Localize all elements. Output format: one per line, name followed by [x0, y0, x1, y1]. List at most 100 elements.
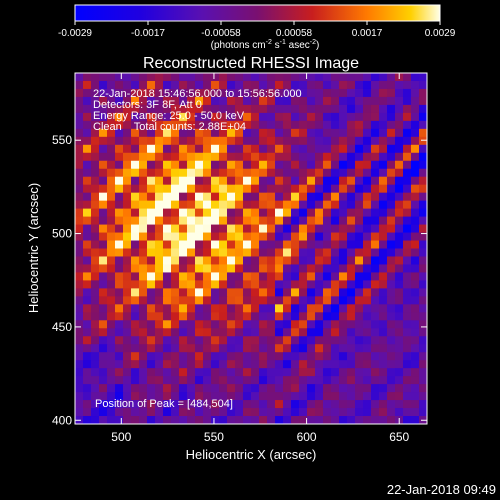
heatmap-cell	[259, 88, 268, 98]
heatmap-cell	[187, 368, 196, 377]
heatmap-cell	[347, 256, 356, 266]
heatmap-cell	[235, 112, 244, 122]
heatmap-cell	[283, 352, 292, 361]
heatmap-cell	[211, 248, 220, 258]
heatmap-cell	[75, 168, 84, 178]
heatmap-cell	[307, 264, 316, 274]
heatmap-cell	[139, 200, 148, 210]
heatmap-cell	[379, 144, 388, 154]
heatmap-cell	[91, 240, 100, 250]
heatmap-cell	[187, 128, 196, 138]
heatmap-cell	[355, 152, 364, 162]
heatmap-cell	[275, 216, 284, 226]
heatmap-cell	[355, 360, 364, 369]
heatmap-cell	[275, 152, 284, 162]
heatmap-cell	[299, 256, 308, 266]
heatmap-cell	[107, 200, 116, 210]
heatmap-cell	[171, 248, 180, 258]
heatmap-cell	[299, 208, 308, 218]
heatmap-cell	[403, 304, 412, 313]
heatmap-cell	[187, 400, 196, 409]
heatmap-cell	[219, 392, 228, 401]
heatmap-cell	[403, 368, 412, 377]
heatmap-cell	[411, 136, 420, 146]
heatmap-cell	[107, 280, 116, 289]
heatmap-cell	[371, 232, 380, 242]
heatmap-cell	[155, 80, 164, 90]
heatmap-cell	[339, 392, 348, 401]
heatmap-cell	[411, 224, 420, 234]
heatmap-cell	[147, 73, 156, 82]
heatmap-cell	[251, 296, 260, 305]
heatmap-cell	[147, 216, 156, 226]
heatmap-cell	[171, 312, 180, 321]
heatmap-cell	[139, 400, 148, 409]
heatmap-cell	[219, 400, 228, 409]
heatmap-cell	[347, 248, 356, 258]
heatmap-cell	[163, 80, 172, 90]
heatmap-cell	[115, 384, 124, 393]
heatmap-cell	[123, 288, 132, 297]
heatmap-cell	[99, 200, 108, 210]
heatmap-cell	[147, 384, 156, 393]
heatmap-cell	[227, 264, 236, 274]
heatmap-cell	[259, 368, 268, 377]
heatmap-cell	[203, 128, 212, 138]
heatmap-cell	[411, 272, 420, 282]
heatmap-cell	[355, 176, 364, 186]
heatmap-cell	[275, 112, 284, 122]
heatmap-cell	[299, 96, 308, 106]
heatmap-cell	[203, 360, 212, 369]
heatmap-cell	[363, 192, 372, 202]
heatmap-cell	[219, 136, 228, 146]
heatmap-cell	[219, 168, 228, 178]
heatmap-cell	[339, 304, 348, 313]
heatmap-cell	[355, 184, 364, 194]
heatmap-cell	[323, 312, 332, 321]
heatmap-cell	[99, 120, 108, 130]
heatmap-cell	[371, 144, 380, 154]
heatmap-cell	[235, 240, 244, 250]
heatmap-cell	[171, 160, 180, 170]
heatmap-cell	[243, 224, 252, 234]
heatmap-cell	[107, 288, 116, 297]
heatmap-cell	[395, 344, 404, 353]
heatmap-cell	[131, 360, 140, 369]
heatmap-cell	[259, 184, 268, 194]
heatmap-cell	[395, 352, 404, 361]
heatmap-cell	[155, 184, 164, 194]
heatmap-cell	[139, 336, 148, 345]
heatmap-cell	[371, 73, 380, 82]
heatmap-cell	[299, 120, 308, 130]
heatmap-cell	[283, 168, 292, 178]
heatmap-cell	[91, 208, 100, 218]
heatmap-cell	[123, 168, 132, 178]
heatmap-cell	[179, 416, 188, 424]
heatmap-cell	[259, 216, 268, 226]
heatmap-cell	[179, 312, 188, 321]
heatmap-cell	[235, 104, 244, 114]
heatmap-cell	[75, 128, 84, 138]
heatmap-cell	[227, 376, 236, 385]
heatmap-cell	[211, 312, 220, 321]
heatmap-cell	[323, 73, 332, 82]
heatmap-cell	[91, 192, 100, 202]
heatmap-cell	[315, 136, 324, 146]
heatmap-cell	[379, 152, 388, 162]
heatmap-cell	[187, 248, 196, 258]
heatmap-cell	[131, 120, 140, 130]
heatmap-cell	[243, 336, 252, 345]
heatmap-cell	[155, 328, 164, 337]
heatmap-cell	[371, 264, 380, 274]
heatmap-cell	[347, 392, 356, 401]
heatmap-cell	[315, 216, 324, 226]
heatmap-cell	[155, 280, 164, 289]
heatmap-cell	[419, 73, 427, 82]
heatmap-cell	[411, 73, 420, 82]
heatmap-cell	[259, 280, 268, 289]
heatmap-cell	[107, 176, 116, 186]
heatmap-cell	[171, 352, 180, 361]
heatmap-cell	[251, 120, 260, 130]
heatmap-cell	[227, 104, 236, 114]
heatmap-cell	[347, 376, 356, 385]
